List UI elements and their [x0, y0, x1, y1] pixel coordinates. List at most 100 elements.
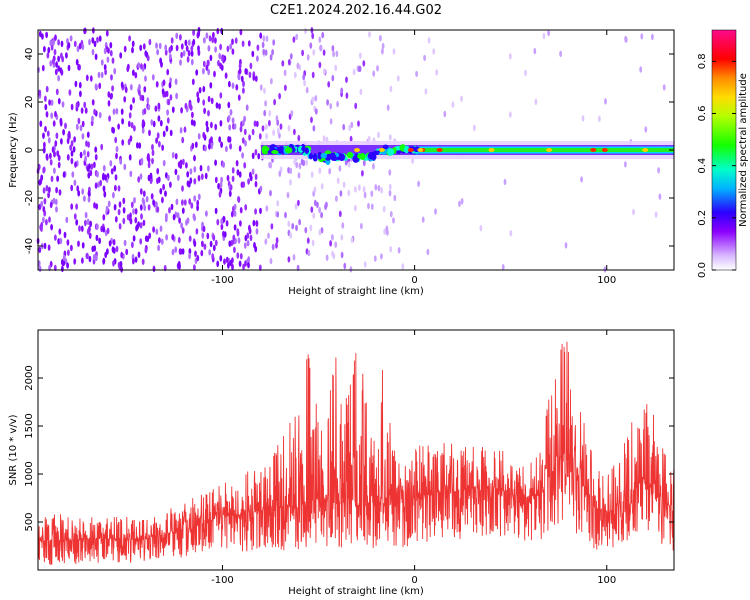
noise-cell	[254, 149, 258, 156]
noise-cell	[227, 136, 231, 143]
noise-cell	[194, 141, 198, 148]
snr-x-ticks: -100 0 100	[211, 330, 616, 586]
band-blob	[357, 153, 363, 159]
noise-cell	[291, 223, 295, 230]
noise-cell	[54, 198, 58, 206]
noise-cell	[131, 40, 135, 47]
noise-cell	[106, 56, 110, 63]
noise-cell	[251, 50, 255, 58]
spectrogram-panel: -100 0 100 -40 -20 0 20 40 Height of straight …	[8, 26, 675, 297]
noise-cell	[658, 193, 662, 200]
noise-cell	[155, 42, 158, 49]
noise-cell	[139, 94, 143, 101]
noise-cell	[165, 90, 169, 98]
noise-cell	[219, 181, 223, 189]
noise-cell	[197, 175, 201, 182]
noise-cell	[185, 45, 189, 52]
noise-cell	[77, 240, 80, 247]
noise-cell	[380, 187, 383, 194]
noise-cell	[119, 260, 123, 268]
noise-cell	[53, 151, 56, 158]
noise-cell	[238, 260, 242, 267]
noise-cell	[215, 102, 219, 109]
noise-cell	[49, 39, 53, 47]
band-hotspot	[642, 148, 649, 152]
noise-cell	[212, 234, 216, 241]
noise-cell	[61, 101, 65, 108]
noise-cell	[295, 33, 298, 41]
noise-cell	[294, 203, 298, 210]
noise-cell	[314, 95, 318, 102]
noise-cell	[231, 167, 235, 174]
noise-cell	[79, 90, 82, 98]
noise-cell	[114, 184, 117, 192]
noise-cell	[367, 202, 370, 210]
noise-cell	[43, 141, 46, 149]
noise-cell	[224, 72, 228, 79]
noise-cell	[119, 158, 123, 165]
noise-cell	[202, 60, 206, 68]
noise-cell	[225, 145, 228, 153]
noise-cell	[79, 124, 83, 132]
noise-cell	[130, 122, 134, 129]
noise-cell	[657, 167, 660, 174]
noise-cell	[54, 68, 58, 76]
noise-cell	[178, 248, 182, 255]
noise-cell	[52, 39, 55, 46]
noise-cell	[191, 111, 194, 119]
noise-cell	[207, 95, 211, 103]
noise-cell	[54, 110, 57, 118]
noise-cell	[108, 240, 112, 247]
noise-cell	[221, 54, 225, 61]
noise-cell	[204, 145, 207, 152]
noise-cell	[284, 211, 287, 219]
noise-cell	[312, 49, 316, 56]
noise-cell	[246, 240, 250, 247]
noise-cell	[276, 127, 280, 135]
noise-cell	[147, 174, 151, 182]
noise-cell	[309, 224, 313, 231]
noise-cell	[48, 99, 51, 106]
noise-cell	[212, 244, 216, 252]
noise-cell	[129, 135, 133, 142]
noise-cell	[142, 219, 146, 227]
noise-cell	[139, 204, 143, 211]
noise-cell	[349, 135, 353, 143]
noise-cell	[272, 129, 275, 136]
noise-cell	[115, 245, 119, 253]
band-hotspot	[354, 148, 360, 152]
noise-cell	[340, 87, 344, 94]
noise-cell	[56, 175, 59, 182]
noise-cell	[209, 82, 213, 89]
noise-cell	[293, 71, 297, 79]
noise-cell	[77, 63, 80, 71]
noise-cell	[128, 35, 132, 42]
noise-cell	[311, 71, 315, 79]
noise-cell	[341, 222, 345, 229]
noise-cell	[84, 211, 88, 219]
noise-cell	[231, 263, 234, 271]
band-hotspot	[417, 148, 424, 152]
noise-cell	[162, 159, 166, 167]
noise-cell	[248, 71, 252, 79]
noise-cell	[427, 37, 431, 44]
noise-cell	[143, 86, 147, 93]
x-tick-label: 0	[411, 575, 417, 586]
noise-cell	[42, 146, 46, 154]
noise-cell	[181, 227, 185, 234]
noise-cell	[195, 228, 199, 235]
snr-x-label: Height of straight line (km)	[288, 586, 424, 597]
noise-cell	[322, 49, 326, 56]
noise-cell	[226, 174, 230, 182]
noise-cell	[381, 48, 384, 55]
noise-cell	[45, 111, 49, 118]
noise-cell	[534, 98, 538, 106]
noise-cell	[63, 231, 67, 239]
noise-cell	[62, 171, 66, 178]
noise-cell	[262, 48, 266, 56]
noise-cell	[123, 96, 127, 103]
noise-cell	[662, 84, 666, 91]
noise-cell	[281, 60, 285, 67]
noise-cell	[70, 244, 73, 252]
noise-cell	[276, 200, 280, 207]
